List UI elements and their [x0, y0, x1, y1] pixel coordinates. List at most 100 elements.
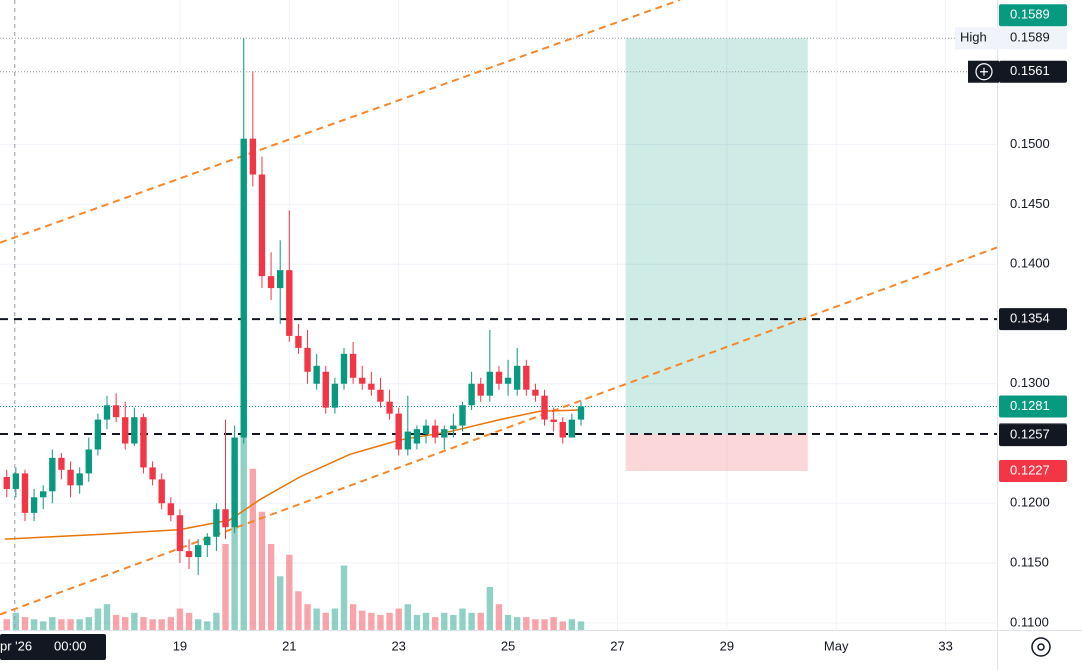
volume-bar	[167, 617, 175, 630]
trendline	[0, 0, 681, 244]
x-tick-label: 21	[282, 638, 296, 653]
volume-bar	[459, 608, 466, 630]
volume-bar	[58, 619, 65, 630]
volume-bar	[559, 621, 566, 630]
candle-body	[295, 335, 302, 348]
volume-bar	[49, 617, 56, 630]
candle-body	[523, 365, 530, 390]
x-tick-label: 33	[938, 638, 952, 653]
volume-bar	[577, 621, 585, 630]
y-tick-label: 0.1100	[1010, 614, 1049, 629]
volume-bar	[140, 617, 147, 630]
volume-bar	[313, 608, 320, 630]
add-alert-icon	[975, 63, 993, 81]
volume-bar	[267, 544, 275, 630]
add-alert-plus	[980, 67, 988, 76]
candle-body	[213, 509, 220, 537]
volume-bar	[304, 604, 311, 630]
candle-body	[194, 545, 202, 558]
volume-bar	[450, 614, 457, 630]
axes: 0.1100 0.1150 0.1200 0.1300 0.1400 0.1450 0.15…	[173, 136, 1050, 653]
volume-bar	[495, 604, 503, 630]
candle-body	[413, 429, 421, 444]
candle-body	[30, 497, 38, 513]
candle-body	[359, 377, 366, 384]
lines	[0, 0, 998, 630]
volume-bar	[122, 617, 129, 630]
crosshair-date: pr '26	[0, 638, 32, 653]
volume-bar	[413, 614, 421, 630]
settings-button[interactable]	[1031, 637, 1051, 657]
price-label: 0.1354	[1010, 311, 1050, 326]
price-label: 0.1227	[1010, 462, 1050, 477]
candle-body	[349, 353, 357, 378]
candle-body	[122, 417, 129, 444]
candle-body	[486, 371, 494, 396]
candle-body	[313, 365, 320, 384]
candle-body	[131, 417, 138, 444]
candle-body	[85, 449, 92, 474]
candle-body	[58, 457, 65, 470]
volume-bar	[395, 608, 402, 630]
volume-bar	[359, 610, 366, 630]
volume-bar	[213, 612, 220, 630]
candle-body	[176, 515, 184, 552]
volume-bar	[541, 619, 548, 630]
price-label-box	[999, 460, 1067, 483]
candle-body	[40, 491, 47, 498]
price-label: 0.1589	[1010, 30, 1050, 45]
candle-body	[76, 473, 83, 486]
price-label: 0.1257	[1010, 427, 1050, 442]
candle-body	[286, 270, 293, 336]
volume-bar	[550, 617, 557, 630]
volume-bar	[40, 621, 47, 630]
candle-body	[504, 377, 512, 384]
candle-body	[140, 417, 147, 468]
candle-body	[450, 425, 457, 430]
y-tick-label: 0.1200	[1010, 495, 1050, 510]
candle-body	[513, 365, 521, 390]
volume-bar	[295, 591, 302, 630]
x-tick-label: 27	[610, 638, 624, 653]
candle-body	[204, 536, 211, 546]
y-tick-label: 0.1300	[1010, 375, 1050, 390]
candle-body	[158, 479, 165, 504]
candle-body	[459, 405, 466, 426]
candle-body	[94, 419, 102, 450]
price-label-box	[999, 424, 1067, 447]
settings-icon[interactable]	[1031, 637, 1051, 657]
volume-bar	[222, 544, 229, 630]
settings-icon-center[interactable]	[1037, 643, 1045, 651]
volume-bar	[322, 612, 329, 630]
volume-bar	[76, 619, 83, 630]
volume-bar	[3, 619, 10, 630]
candle-body	[277, 270, 284, 289]
candle-body	[377, 389, 384, 402]
volume-bar	[286, 554, 293, 630]
candle-body	[12, 473, 20, 489]
volume-bar	[240, 415, 247, 630]
volume-bar	[368, 612, 375, 630]
x-tick-label: 29	[720, 638, 734, 653]
volume-bar	[204, 621, 211, 630]
y-tick-label: 0.1450	[1010, 196, 1050, 211]
candle-body	[304, 347, 311, 372]
candle-body	[422, 425, 430, 434]
candle-body	[331, 383, 339, 408]
volume-bar	[386, 612, 393, 630]
stop-zone	[625, 433, 808, 472]
candle-body	[577, 406, 585, 420]
volume-bar	[431, 617, 439, 630]
grid	[0, 0, 997, 630]
candle-body	[112, 405, 120, 418]
candle-body	[477, 383, 484, 396]
candle-body	[495, 371, 503, 384]
candle-body	[222, 509, 229, 528]
volume-bar	[349, 604, 357, 630]
volume-bar	[30, 619, 38, 630]
candle-body	[395, 413, 402, 450]
candle-body	[559, 421, 566, 438]
price-label-box	[999, 308, 1067, 331]
